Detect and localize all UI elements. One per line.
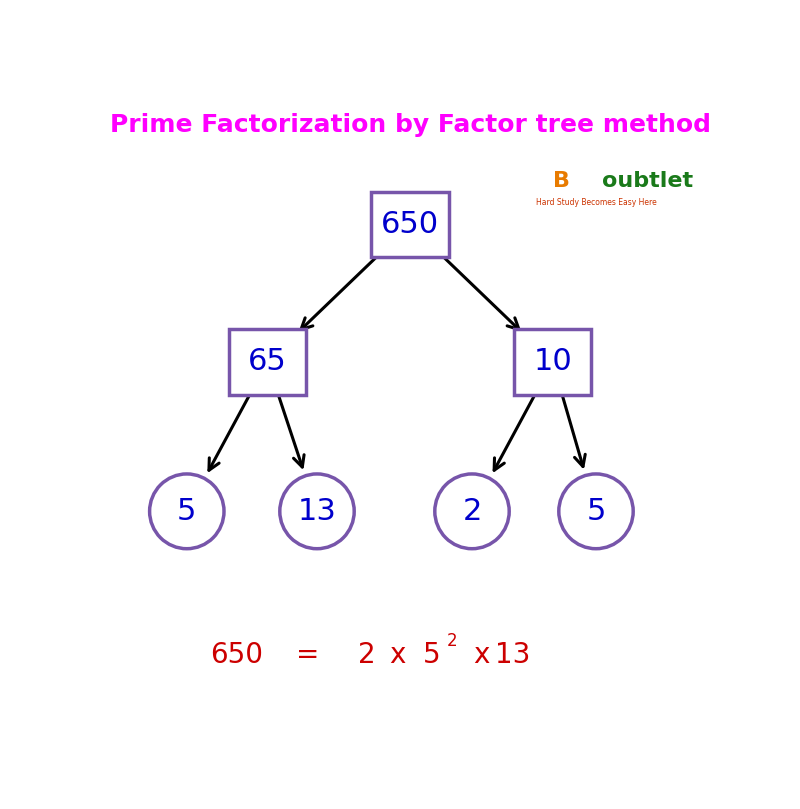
- Text: 2: 2: [447, 632, 458, 650]
- Text: 13: 13: [298, 497, 337, 526]
- Text: 5: 5: [177, 497, 197, 526]
- Text: x: x: [473, 641, 490, 668]
- Text: 2: 2: [462, 497, 482, 526]
- FancyBboxPatch shape: [514, 329, 591, 395]
- FancyBboxPatch shape: [371, 192, 449, 257]
- Circle shape: [435, 474, 509, 549]
- Text: 2: 2: [358, 641, 375, 668]
- Text: 13: 13: [494, 641, 530, 668]
- FancyBboxPatch shape: [229, 329, 306, 395]
- Text: 650: 650: [381, 210, 439, 239]
- Text: 5: 5: [586, 497, 606, 526]
- Circle shape: [558, 474, 634, 549]
- Text: =: =: [296, 641, 319, 668]
- Text: 10: 10: [534, 347, 572, 376]
- Circle shape: [150, 474, 224, 549]
- Text: B: B: [554, 172, 570, 191]
- Text: 65: 65: [248, 347, 286, 376]
- Text: x: x: [390, 641, 406, 668]
- Text: 650: 650: [210, 641, 263, 668]
- Text: 5: 5: [423, 641, 441, 668]
- Text: oubtlet: oubtlet: [602, 172, 694, 191]
- Text: Prime Factorization by Factor tree method: Prime Factorization by Factor tree metho…: [110, 113, 710, 137]
- Circle shape: [280, 474, 354, 549]
- Text: Hard Study Becomes Easy Here: Hard Study Becomes Easy Here: [536, 198, 656, 207]
